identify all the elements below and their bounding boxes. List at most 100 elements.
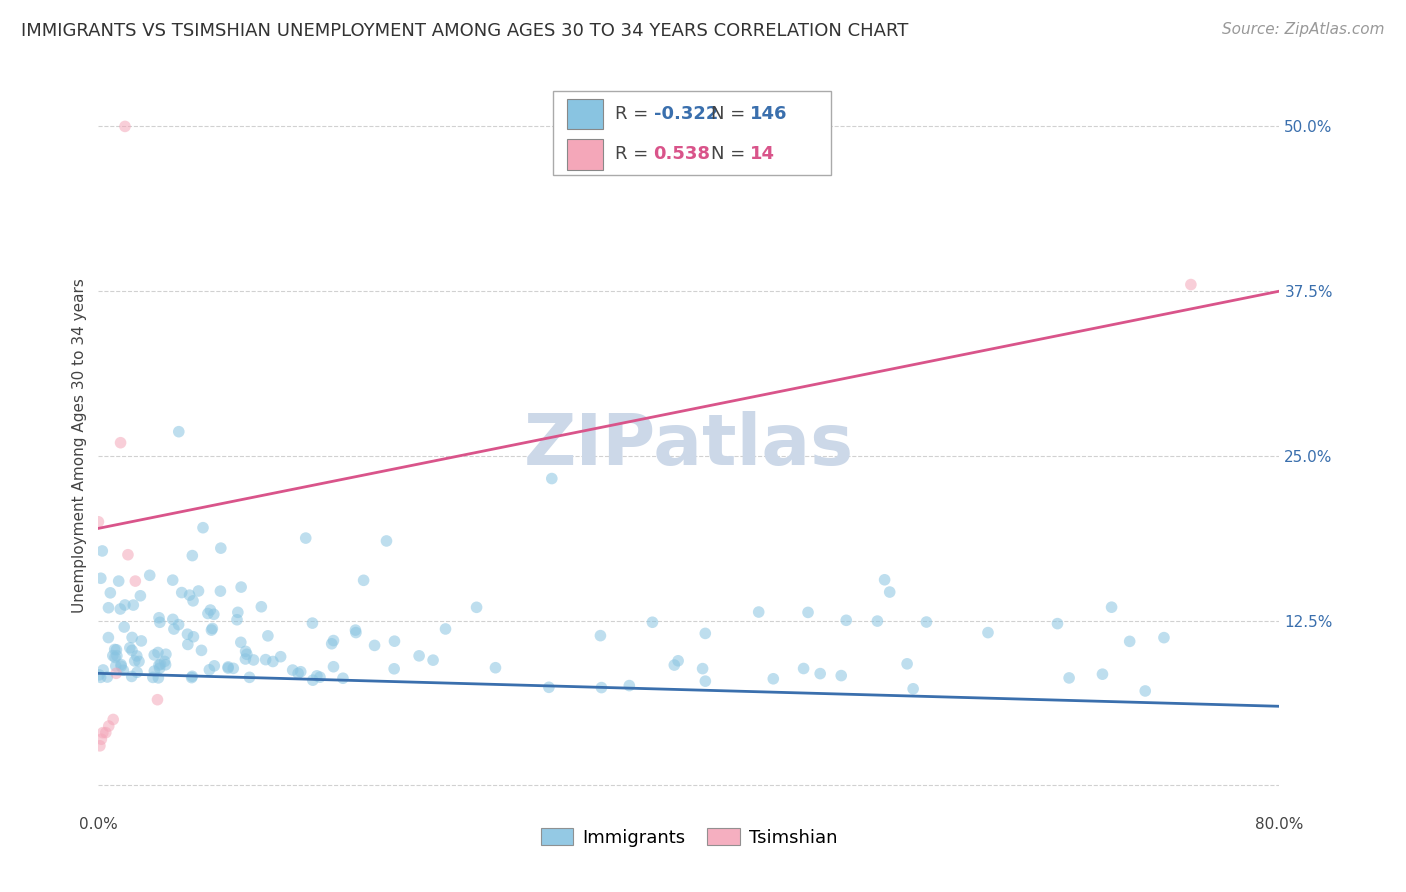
Point xyxy=(434,622,457,636)
Point xyxy=(537,681,560,695)
Text: 0.538: 0.538 xyxy=(654,145,710,163)
Point xyxy=(89,739,111,753)
Point xyxy=(177,637,200,651)
Point xyxy=(254,652,277,666)
Point xyxy=(222,661,245,675)
Legend: Immigrants, Tsimshian: Immigrants, Tsimshian xyxy=(533,821,845,854)
Point xyxy=(344,623,367,637)
Point xyxy=(873,573,896,587)
Point xyxy=(422,653,444,667)
Point xyxy=(114,598,136,612)
Point xyxy=(363,639,385,653)
Point xyxy=(200,603,222,617)
Point xyxy=(235,644,257,658)
Point xyxy=(124,654,146,668)
Point xyxy=(332,671,354,685)
Point xyxy=(235,652,257,666)
Point xyxy=(209,541,232,556)
Point xyxy=(97,719,120,733)
Point xyxy=(797,606,820,620)
Point xyxy=(181,594,204,608)
Point xyxy=(591,681,613,695)
Point xyxy=(762,672,785,686)
Point xyxy=(105,648,128,663)
Text: R =: R = xyxy=(614,145,659,163)
Point xyxy=(90,732,112,747)
Point xyxy=(155,657,177,672)
Point xyxy=(118,640,141,655)
Y-axis label: Unemployment Among Ages 30 to 34 years: Unemployment Among Ages 30 to 34 years xyxy=(72,278,87,614)
Point xyxy=(322,633,344,648)
Point xyxy=(287,666,309,681)
Point xyxy=(231,580,253,594)
Point xyxy=(322,659,344,673)
Point xyxy=(793,661,815,675)
Text: IMMIGRANTS VS TSIMSHIAN UNEMPLOYMENT AMONG AGES 30 TO 34 YEARS CORRELATION CHART: IMMIGRANTS VS TSIMSHIAN UNEMPLOYMENT AMO… xyxy=(21,22,908,40)
Point xyxy=(226,613,249,627)
Point xyxy=(382,662,405,676)
Point xyxy=(226,605,249,619)
Point xyxy=(148,661,170,675)
Point xyxy=(110,435,132,450)
Point xyxy=(148,658,170,673)
Point xyxy=(835,613,858,627)
Point xyxy=(89,668,111,682)
Point xyxy=(915,615,938,629)
Point xyxy=(201,622,224,636)
Point xyxy=(1046,616,1069,631)
Point xyxy=(197,607,219,621)
Point xyxy=(262,655,284,669)
Point xyxy=(121,631,143,645)
Point xyxy=(121,669,143,683)
Point xyxy=(110,659,132,673)
Point xyxy=(90,670,112,684)
Point xyxy=(148,611,170,625)
Point xyxy=(666,654,689,668)
Point xyxy=(1180,277,1202,292)
Point xyxy=(138,568,160,582)
Point xyxy=(465,600,488,615)
Point xyxy=(619,679,641,693)
Point xyxy=(242,653,264,667)
Point xyxy=(695,626,717,640)
Point xyxy=(87,515,110,529)
Point xyxy=(301,673,323,688)
Point xyxy=(104,642,127,657)
Point xyxy=(695,674,717,689)
Point xyxy=(270,649,292,664)
Point xyxy=(408,648,430,663)
Text: N =: N = xyxy=(711,145,756,163)
Text: 146: 146 xyxy=(751,105,787,123)
Point xyxy=(830,668,852,682)
Point xyxy=(183,630,205,644)
Point xyxy=(167,617,190,632)
Point xyxy=(384,634,406,648)
Point xyxy=(236,648,259,662)
Point xyxy=(589,629,612,643)
Point xyxy=(808,666,831,681)
Point xyxy=(103,713,125,727)
Point xyxy=(179,588,201,602)
Point xyxy=(125,665,148,680)
Point xyxy=(866,614,889,628)
Point xyxy=(375,533,398,548)
Point xyxy=(1153,631,1175,645)
Point xyxy=(191,521,214,535)
Point xyxy=(90,571,112,585)
FancyBboxPatch shape xyxy=(567,99,603,129)
Point xyxy=(977,625,1000,640)
Point xyxy=(896,657,918,671)
Text: -0.322: -0.322 xyxy=(654,105,718,123)
Point xyxy=(344,625,367,640)
Point xyxy=(91,663,114,677)
Point xyxy=(353,574,375,588)
Point xyxy=(209,584,232,599)
Point xyxy=(170,585,193,599)
Point xyxy=(143,648,166,662)
Point xyxy=(305,669,328,683)
Point xyxy=(250,599,273,614)
Point xyxy=(104,659,127,673)
Point xyxy=(162,612,184,626)
FancyBboxPatch shape xyxy=(553,91,831,176)
Point xyxy=(301,616,323,631)
